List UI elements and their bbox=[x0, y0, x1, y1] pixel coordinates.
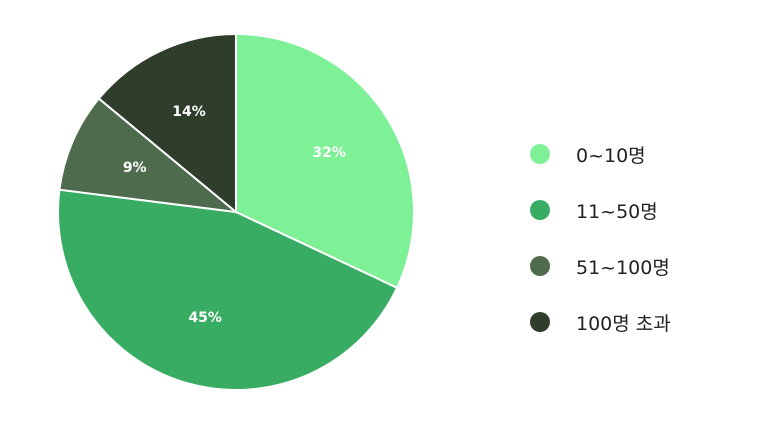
legend-label-3: 100명 초과 bbox=[576, 312, 671, 335]
legend-label-2: 51~100명 bbox=[576, 256, 670, 279]
pie-slice-0[interactable] bbox=[235, 32, 415, 290]
legend-dot-1 bbox=[530, 200, 550, 220]
pie-slice-label-1: 45% bbox=[188, 310, 222, 326]
pie-slice-label-0: 32% bbox=[312, 145, 346, 161]
pie-slice-label-2: 9% bbox=[123, 160, 147, 176]
pie-slice-label-3: 14% bbox=[172, 104, 206, 120]
pie-labels: 32% 45% 9% 14% bbox=[123, 104, 346, 326]
legend-item-2[interactable]: 51~100명 bbox=[530, 254, 671, 279]
legend-dot-3 bbox=[530, 312, 550, 332]
legend-label-1: 11~50명 bbox=[576, 200, 658, 223]
legend-item-3[interactable]: 100명 초과 bbox=[530, 310, 671, 335]
legend-dot-0 bbox=[530, 144, 550, 164]
legend-label-0: 0~10명 bbox=[576, 144, 646, 167]
pie-slice-1[interactable] bbox=[57, 188, 399, 391]
pie-slice-2[interactable] bbox=[58, 97, 240, 214]
legend-item-1[interactable]: 11~50명 bbox=[530, 198, 671, 223]
pie-slices bbox=[57, 32, 415, 391]
legend-dot-2 bbox=[530, 256, 550, 276]
legend: 0~10명 11~50명 51~100명 100명 초과 bbox=[530, 142, 671, 335]
pie-slice-3[interactable] bbox=[97, 32, 237, 215]
legend-item-0[interactable]: 0~10명 bbox=[530, 142, 671, 167]
